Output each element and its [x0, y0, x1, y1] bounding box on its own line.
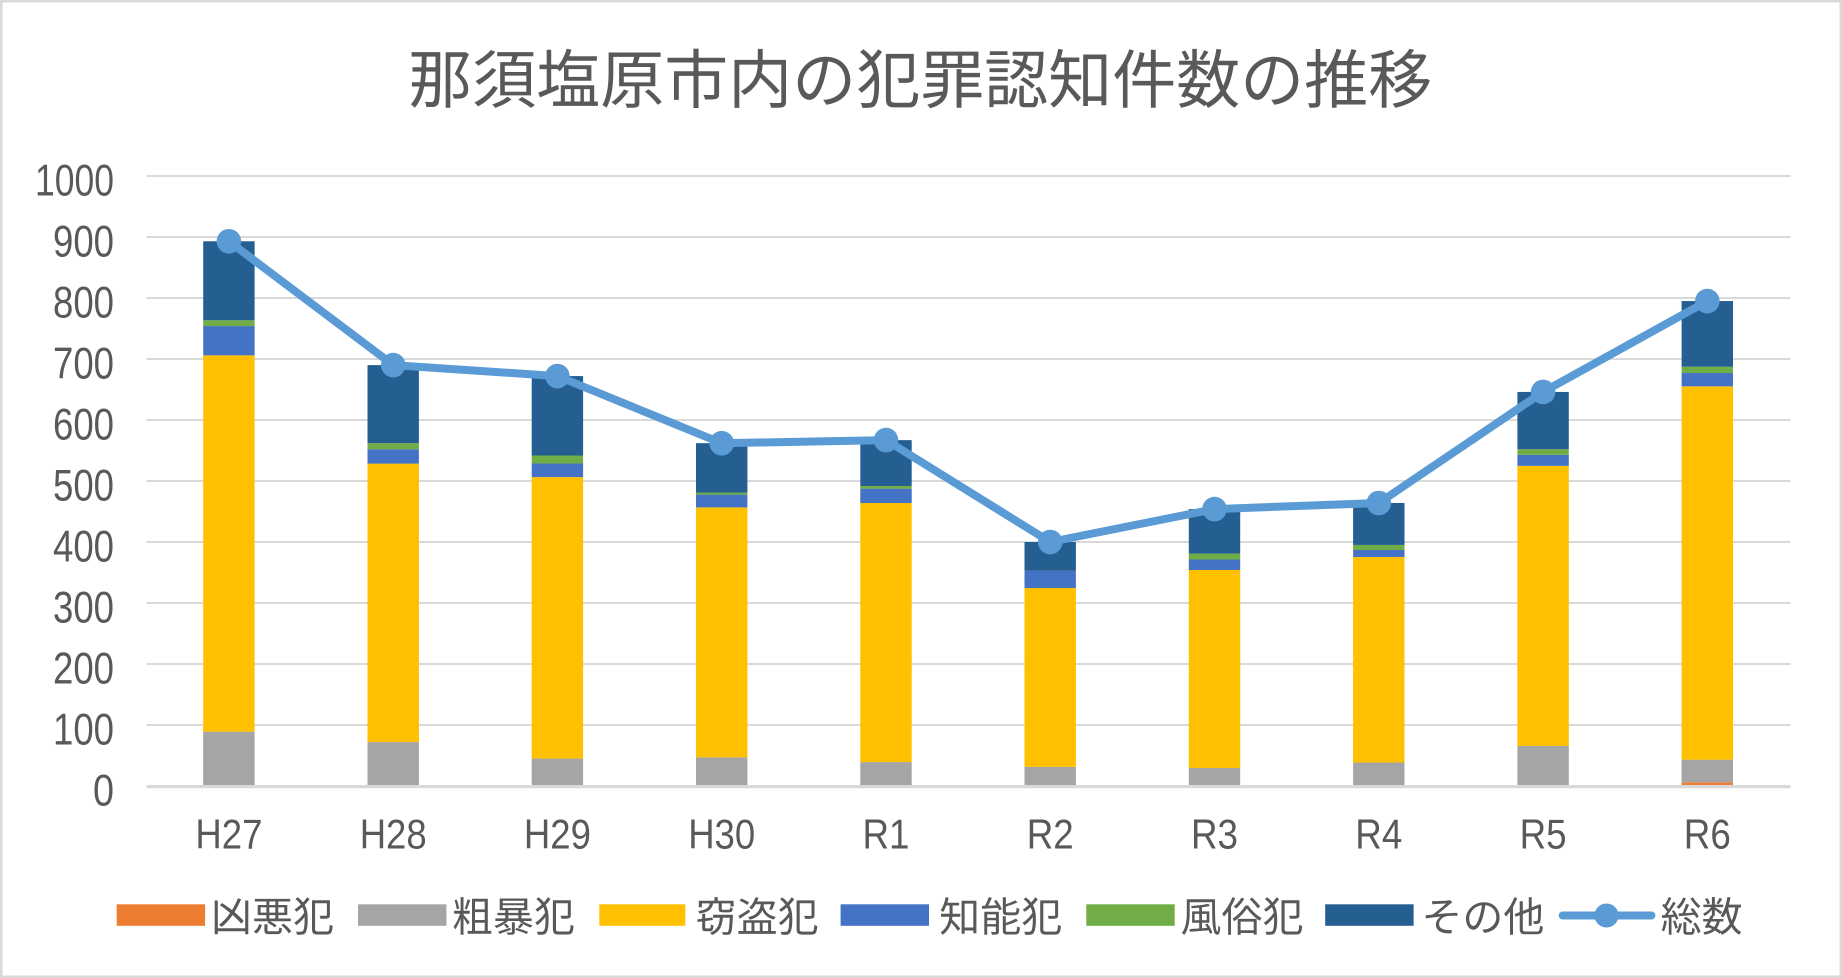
svg-text:200: 200: [53, 644, 114, 693]
svg-text:400: 400: [53, 522, 114, 571]
svg-text:100: 100: [53, 705, 114, 754]
svg-text:H30: H30: [688, 811, 755, 858]
svg-text:R3: R3: [1191, 811, 1238, 858]
svg-text:700: 700: [53, 339, 114, 388]
svg-text:R1: R1: [863, 811, 910, 858]
svg-text:R5: R5: [1520, 811, 1567, 858]
svg-text:R4: R4: [1355, 811, 1402, 858]
svg-text:H27: H27: [195, 811, 262, 858]
svg-text:300: 300: [53, 583, 114, 632]
svg-text:R2: R2: [1027, 811, 1074, 858]
svg-text:H29: H29: [524, 811, 591, 858]
svg-text:H28: H28: [360, 811, 427, 858]
svg-text:800: 800: [53, 278, 114, 327]
svg-text:900: 900: [53, 217, 114, 266]
svg-text:R6: R6: [1684, 811, 1731, 858]
svg-text:1000: 1000: [35, 156, 114, 205]
svg-text:600: 600: [53, 400, 114, 449]
svg-text:500: 500: [53, 461, 114, 510]
svg-text:0: 0: [93, 766, 114, 815]
